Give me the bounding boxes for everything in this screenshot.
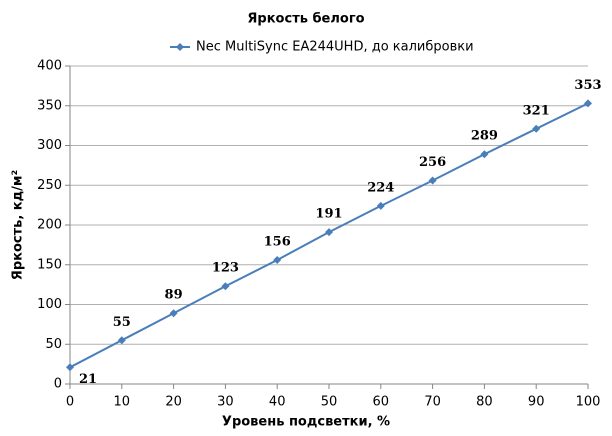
data-label: 256 [419, 155, 446, 170]
x-tick-label: 80 [476, 395, 493, 410]
y-tick-label: 250 [37, 178, 62, 193]
y-tick-label: 200 [37, 218, 62, 233]
chart-title: Яркость белого [247, 12, 364, 27]
legend-label: Nec MultiSync EA244UHD, до калибровки [196, 40, 474, 55]
marker [376, 201, 385, 210]
x-tick-label: 30 [217, 395, 234, 410]
marker [117, 336, 126, 345]
x-tick-label: 60 [373, 395, 390, 410]
y-tick-label: 400 [37, 59, 62, 74]
marker [273, 255, 282, 264]
y-axis-label: Яркость, кд/м² [11, 170, 26, 280]
x-tick-label: 70 [424, 395, 441, 410]
marker [169, 309, 178, 318]
x-tick-label: 40 [269, 395, 286, 410]
y-tick-label: 300 [37, 138, 62, 153]
x-tick-label: 90 [528, 395, 545, 410]
data-label: 89 [165, 288, 183, 303]
y-tick-label: 100 [37, 297, 62, 312]
data-label: 224 [367, 180, 394, 195]
data-label: 321 [523, 103, 550, 118]
x-tick-label: 100 [576, 395, 601, 410]
marker [480, 150, 489, 159]
marker [66, 363, 74, 372]
x-axis-label: Уровень подсветки, % [222, 415, 390, 430]
legend-marker [176, 43, 184, 51]
x-tick-label: 0 [66, 395, 74, 410]
marker [325, 228, 333, 237]
y-tick-label: 350 [37, 98, 62, 113]
x-tick-label: 50 [321, 395, 338, 410]
y-tick-label: 50 [45, 337, 62, 352]
data-label: 289 [471, 129, 498, 144]
data-label: 21 [79, 372, 97, 387]
y-tick-label: 0 [54, 377, 62, 392]
data-label: 191 [315, 207, 342, 222]
marker [221, 282, 230, 291]
data-label: 353 [574, 78, 601, 93]
marker [584, 99, 592, 108]
data-label: 123 [212, 261, 239, 276]
y-tick-label: 150 [37, 257, 62, 272]
data-label: 55 [113, 315, 131, 330]
x-tick-label: 20 [165, 395, 182, 410]
marker [532, 124, 541, 133]
marker [428, 176, 437, 185]
x-tick-label: 10 [114, 395, 131, 410]
data-label: 156 [264, 234, 291, 249]
